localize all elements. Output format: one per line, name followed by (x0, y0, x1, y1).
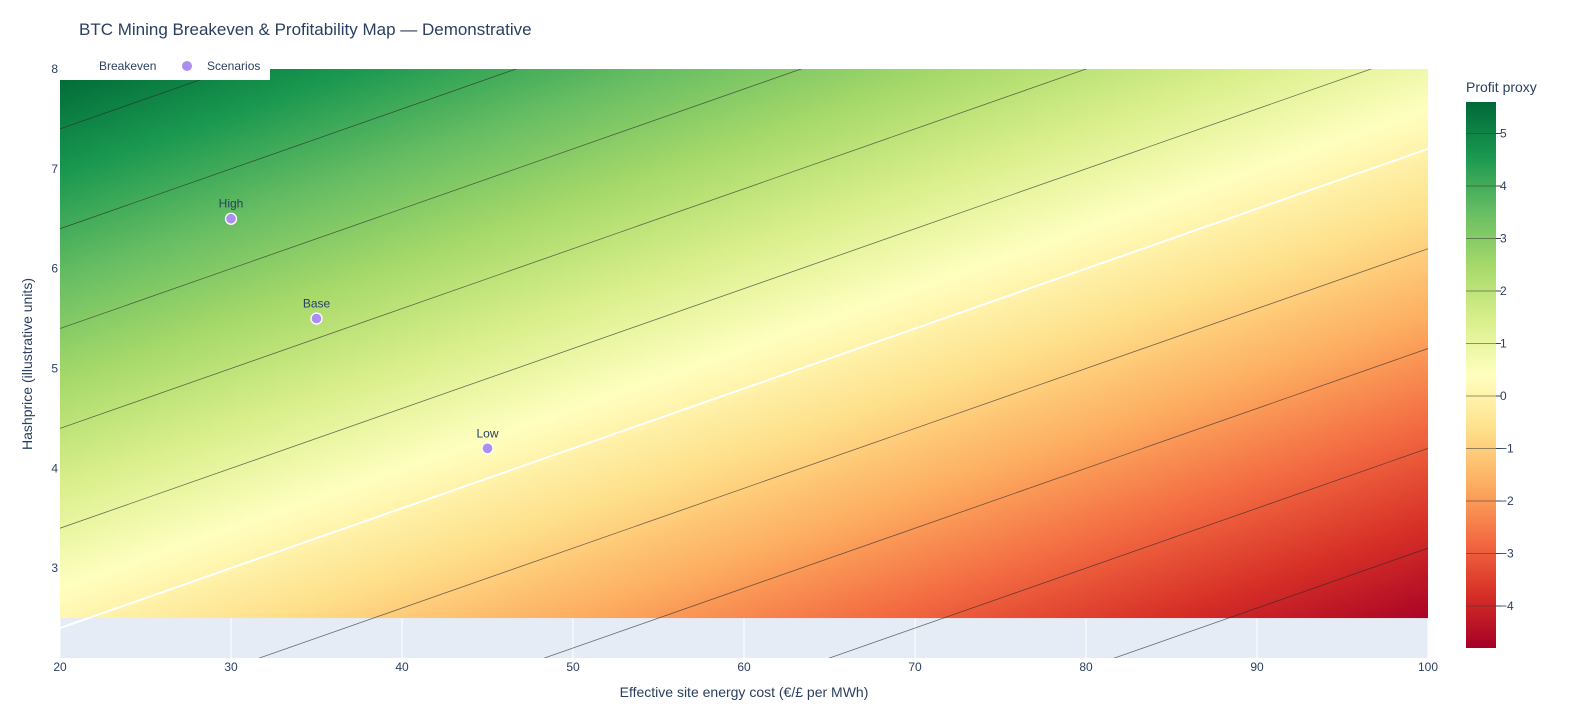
contour-line-2 (60, 69, 1088, 429)
colorbar-tick-label: 4 (1500, 179, 1507, 193)
legend-scenarios-label: Scenarios (207, 59, 260, 73)
x-tick-label: 40 (395, 660, 409, 674)
heatmap-surface (60, 69, 1428, 619)
x-tick-label: 20 (53, 660, 67, 674)
contour-line--4 (1113, 547, 1428, 658)
colorbar-tick-label: −2 (1500, 494, 1514, 508)
colorbar-tick-label: 3 (1500, 232, 1507, 246)
y-tick-label: 8 (51, 62, 58, 76)
legend-item-breakeven[interactable]: Breakeven (70, 59, 156, 73)
contour-line--2 (543, 348, 1428, 658)
colorbar-gradient (1466, 102, 1496, 648)
x-tick-label: 100 (1418, 660, 1438, 674)
scenario-label: High (219, 197, 244, 211)
scenario-marker[interactable] (224, 212, 238, 225)
scenario-point-base[interactable]: Base (303, 297, 331, 325)
x-tick-label: 80 (1079, 660, 1093, 674)
contour-line--1 (258, 248, 1428, 658)
y-axis-title: Hashprice (illustrative units) (19, 278, 35, 450)
scenario-label: Base (303, 297, 331, 311)
colorbar-tick-label: −3 (1500, 547, 1514, 561)
scenario-marker[interactable] (310, 312, 323, 325)
x-tick-label: 60 (737, 660, 751, 674)
contour-line-3 (60, 69, 803, 329)
x-tick-label: 90 (1250, 660, 1264, 674)
scenario-marker[interactable] (481, 442, 494, 455)
scenario-point-high[interactable]: High (219, 197, 244, 225)
colorbar: Profit proxy 5 4 3 2 1 0 −1 −2 −3 −4 (1466, 79, 1537, 648)
colorbar-tick-label: −1 (1500, 442, 1514, 456)
y-tick-label: 5 (51, 361, 58, 375)
scenario-label: Low (476, 426, 498, 440)
colorbar-title: Profit proxy (1466, 79, 1537, 95)
chart-title: BTC Mining Breakeven & Profitability Map… (79, 20, 532, 39)
y-tick-label: 6 (51, 262, 58, 276)
breakeven-line (60, 147, 1428, 629)
scenario-point-low[interactable]: Low (476, 426, 499, 455)
contour-lines (60, 69, 1428, 658)
colorbar-tick-label: 0 (1500, 389, 1507, 403)
x-axis-title: Effective site energy cost (€/£ per MWh) (620, 684, 869, 700)
colorbar-tick-label: 2 (1500, 284, 1507, 298)
legend[interactable]: Breakeven Scenarios (60, 53, 270, 80)
colorbar-tick-label: 5 (1500, 127, 1507, 141)
legend-item-scenarios[interactable]: Scenarios (182, 59, 260, 73)
x-tick-label: 70 (908, 660, 922, 674)
colorbar-tick-label: 1 (1500, 337, 1507, 351)
contour-line--3 (828, 447, 1428, 658)
x-tick-label: 50 (566, 660, 580, 674)
scenario-points[interactable]: High Base Low (219, 197, 499, 455)
y-tick-label: 4 (51, 461, 58, 475)
legend-scenarios-marker (182, 61, 192, 71)
y-tick-label: 7 (51, 162, 58, 176)
x-tick-label: 30 (224, 660, 238, 674)
contour-line-4 (60, 69, 518, 230)
legend-breakeven-label: Breakeven (99, 59, 156, 73)
contour-line-1 (60, 69, 1373, 529)
y-axis-ticks: 3 4 5 6 7 8 (51, 62, 58, 575)
colorbar-tick-label: −4 (1500, 599, 1514, 613)
y-tick-label: 3 (51, 561, 58, 575)
x-axis-ticks: 20 30 40 50 60 70 80 90 100 (53, 660, 1438, 674)
legend-background (60, 53, 270, 80)
colorbar-ticks: 5 4 3 2 1 0 −1 −2 −3 −4 (1466, 127, 1514, 613)
